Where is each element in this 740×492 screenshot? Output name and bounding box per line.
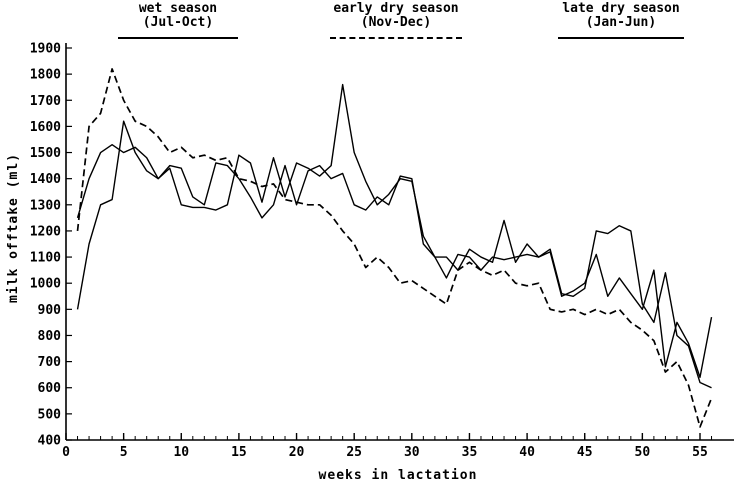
y-tick-label: 1300 [30, 198, 61, 213]
x-tick-label: 30 [404, 445, 420, 460]
y-tick-label: 1100 [30, 251, 61, 266]
y-tick-label: 1900 [30, 42, 61, 57]
x-axis-label: weeks in lactation [318, 468, 478, 483]
y-tick-label: 1600 [30, 120, 61, 135]
y-tick-label: 1000 [30, 277, 61, 292]
x-tick-label: 55 [692, 445, 708, 460]
y-tick-label: 1500 [30, 146, 61, 161]
y-tick-label: 600 [38, 381, 62, 396]
legend-line-solid-late-dry [558, 37, 684, 39]
x-tick-label: 40 [519, 445, 535, 460]
series-early-dry-season-nov-dec [76, 68, 713, 428]
legend-line-dashed-early-dry [330, 37, 462, 39]
legend-label-early-dry-line2: (Nov-Dec) [360, 15, 432, 30]
series-wet-season-jul-oct [76, 83, 713, 378]
y-tick-label: 1400 [30, 172, 61, 187]
x-tick-label: 25 [346, 445, 362, 460]
legend-item-early-dry-season: early dry season (Nov-Dec) [330, 2, 462, 39]
legend-item-wet-season: wet season (Jul-Oct) [118, 2, 238, 39]
x-tick-label: 0 [62, 445, 70, 460]
y-tick-label: 700 [38, 355, 62, 370]
x-tick-label: 20 [289, 445, 305, 460]
legend-item-late-dry-season: late dry season (Jan-Jun) [558, 2, 684, 39]
y-tick-label: 1800 [30, 68, 61, 83]
x-tick-label: 10 [173, 445, 189, 460]
x-tick-label: 50 [635, 445, 651, 460]
x-tick-label: 35 [462, 445, 478, 460]
series-late-dry-season-jan-jun [76, 143, 712, 389]
y-tick-label: 500 [38, 407, 62, 422]
legend-label-wet-season-line1: wet season [138, 1, 218, 16]
legend-label-late-dry-line2: (Jan-Jun) [585, 15, 657, 30]
x-tick-label: 45 [577, 445, 593, 460]
legend-label-early-dry-line1: early dry season [333, 1, 459, 16]
y-tick-label: 1200 [30, 224, 61, 239]
y-tick-label: 400 [38, 434, 62, 449]
y-tick-label: 800 [38, 329, 62, 344]
x-tick-label: 5 [120, 445, 128, 460]
y-tick-label: 900 [38, 303, 62, 318]
y-axis-label: milk offtake (ml) [6, 152, 21, 304]
y-tick-label: 1700 [30, 94, 61, 109]
legend-label-wet-season-line2: (Jul-Oct) [142, 15, 214, 30]
x-tick-label: 15 [231, 445, 247, 460]
legend-line-solid-wet-season [118, 37, 238, 39]
legend-label-late-dry-line1: late dry season [562, 1, 680, 16]
